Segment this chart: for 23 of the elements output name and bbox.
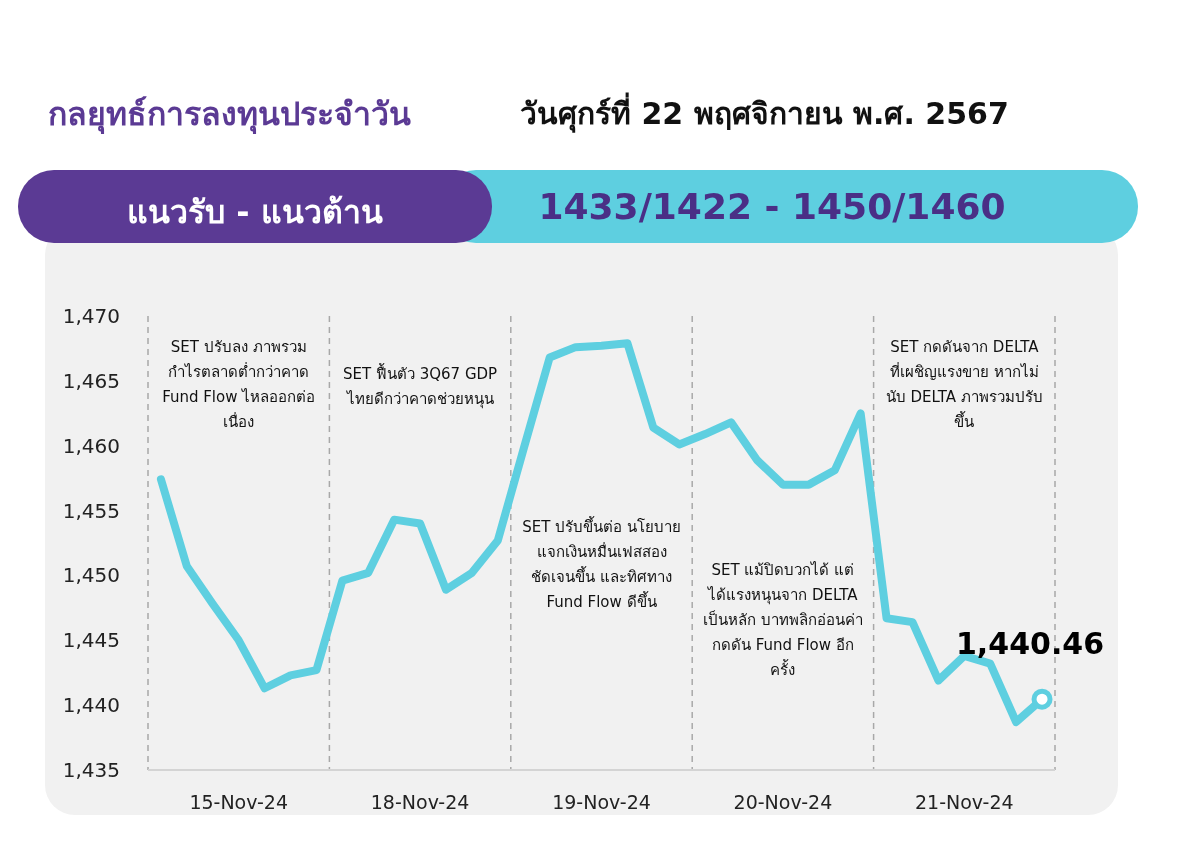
x-tick-label: 15-Nov-24	[189, 791, 289, 813]
x-tick-label: 18-Nov-24	[370, 791, 470, 813]
y-tick-label: 1,455	[62, 498, 120, 523]
chart-title: กลยุทธ์การลงทุนประจำวัน	[48, 94, 411, 136]
y-tick-label: 1,450	[62, 563, 120, 588]
text: แนวรับ - แนวต้าน	[126, 192, 384, 233]
annotation: SET ปรับลง ภาพรวมกำไรตลาดต่ำกว่าคาด Fund Flow ไหลออกต่อเนื่อง	[161, 337, 317, 433]
y-tick-label: 1,465	[62, 368, 120, 393]
annotation: SET ปรับขึ้นต่อ นโยบายแจกเงินหมื่นเฟสสองชัดเจนขึ้น และทิศทาง Fund Flow ดีขึ้น	[521, 515, 682, 613]
x-tick-label: 19-Nov-24	[552, 791, 651, 813]
annotation: SET กดดันจาก DELTA ที่เผชิญแรงขาย หากไม่นับ DELTA ภาพรวมปรับขึ้น	[884, 337, 1044, 433]
y-tick-label: 1,435	[62, 758, 120, 782]
data-label: 1,440.46	[956, 626, 1105, 662]
x-tick-label: 21-Nov-24	[914, 791, 1014, 813]
annotation: SET แม้ปิดบวกได้ แต่ได้แรงหนุนจาก DELTA เป็นหลัก บาทพลิกอ่อนค่ากดดัน Fund Flow อีกครั้ง	[702, 560, 863, 681]
text: 1433/1422 - 1450/1460	[537, 186, 1007, 227]
y-tick-label: 1,470	[62, 304, 120, 328]
y-tick-label: 1,440	[62, 693, 120, 718]
annotation: SET ฟื้นตัว 3Q67 GDP ไทยดีกว่าคาดช่วยหนุน	[342, 362, 499, 411]
x-tick-label: 20-Nov-24	[733, 791, 833, 813]
y-tick-label: 1,445	[62, 628, 120, 653]
y-tick-label: 1,460	[62, 433, 120, 458]
chart-subtitle: วันศุกร์ที่ 22 พฤศจิกายน พ.ศ. 2567	[520, 91, 1009, 135]
